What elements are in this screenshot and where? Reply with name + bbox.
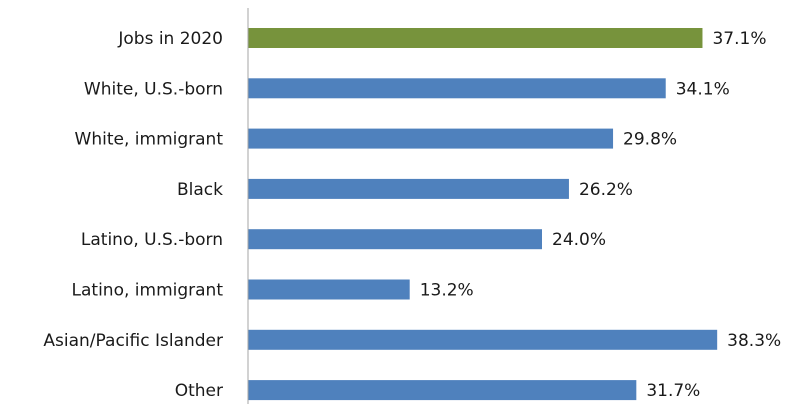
bar — [248, 380, 637, 401]
bar — [248, 178, 569, 199]
bar — [248, 229, 542, 250]
data-label: 29.8% — [623, 130, 677, 150]
category-label: Asian/Pacific Islander — [43, 331, 223, 351]
bar — [248, 128, 614, 149]
category-label: Latino, U.S.-born — [81, 230, 223, 250]
data-label: 24.0% — [552, 230, 606, 250]
data-label: 34.1% — [676, 79, 730, 99]
category-label: Latino, immigrant — [72, 281, 224, 301]
category-label: White, immigrant — [75, 130, 224, 150]
category-label: Other — [175, 381, 223, 401]
category-label: Black — [177, 180, 223, 200]
data-label: 37.1% — [712, 29, 766, 49]
category-label: White, U.S.-born — [84, 79, 223, 99]
bar — [248, 329, 718, 350]
data-label: 38.3% — [727, 331, 781, 351]
data-label: 31.7% — [646, 381, 700, 401]
category-label: Jobs in 2020 — [117, 29, 223, 49]
data-label: 26.2% — [579, 180, 633, 200]
data-label: 13.2% — [420, 281, 474, 301]
bar — [248, 279, 410, 300]
bar — [248, 78, 666, 99]
bar — [248, 28, 703, 48]
